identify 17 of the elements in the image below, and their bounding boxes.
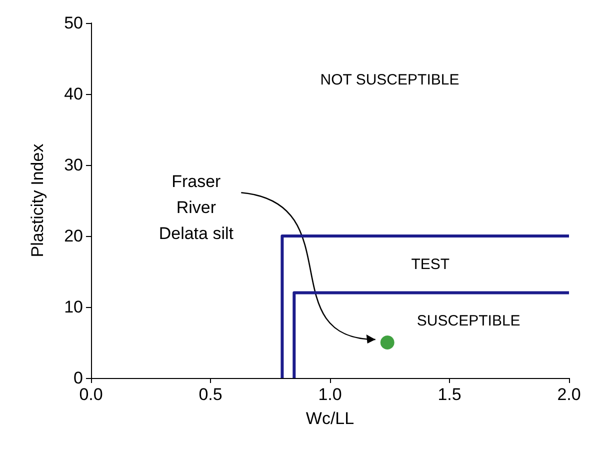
y-tick-label: 30 bbox=[64, 156, 83, 174]
x-tick-label: 2.0 bbox=[557, 385, 581, 404]
x-tick-label: 0.0 bbox=[79, 385, 103, 404]
annotation: NOT SUSCEPTIBLE bbox=[320, 71, 460, 88]
y-tick-label: 50 bbox=[64, 14, 83, 32]
y-tick-label: 20 bbox=[64, 226, 83, 246]
x-tick-label: 1.0 bbox=[318, 385, 342, 404]
y-tick-label: 10 bbox=[64, 298, 83, 316]
y-tick-label: 0 bbox=[74, 368, 83, 388]
x-tick-label: 0.5 bbox=[198, 385, 222, 404]
y-tick-label: 40 bbox=[64, 84, 83, 104]
x-tick-label: 1.5 bbox=[438, 385, 462, 404]
annotation: SUSCEPTIBLE bbox=[416, 312, 520, 330]
y-axis-title: Plasticity Index bbox=[28, 143, 47, 258]
annotation: TEST bbox=[411, 256, 450, 273]
x-axis-title: Wc/LL bbox=[306, 409, 354, 428]
annotation: Fraser River Delata silt bbox=[158, 172, 234, 244]
